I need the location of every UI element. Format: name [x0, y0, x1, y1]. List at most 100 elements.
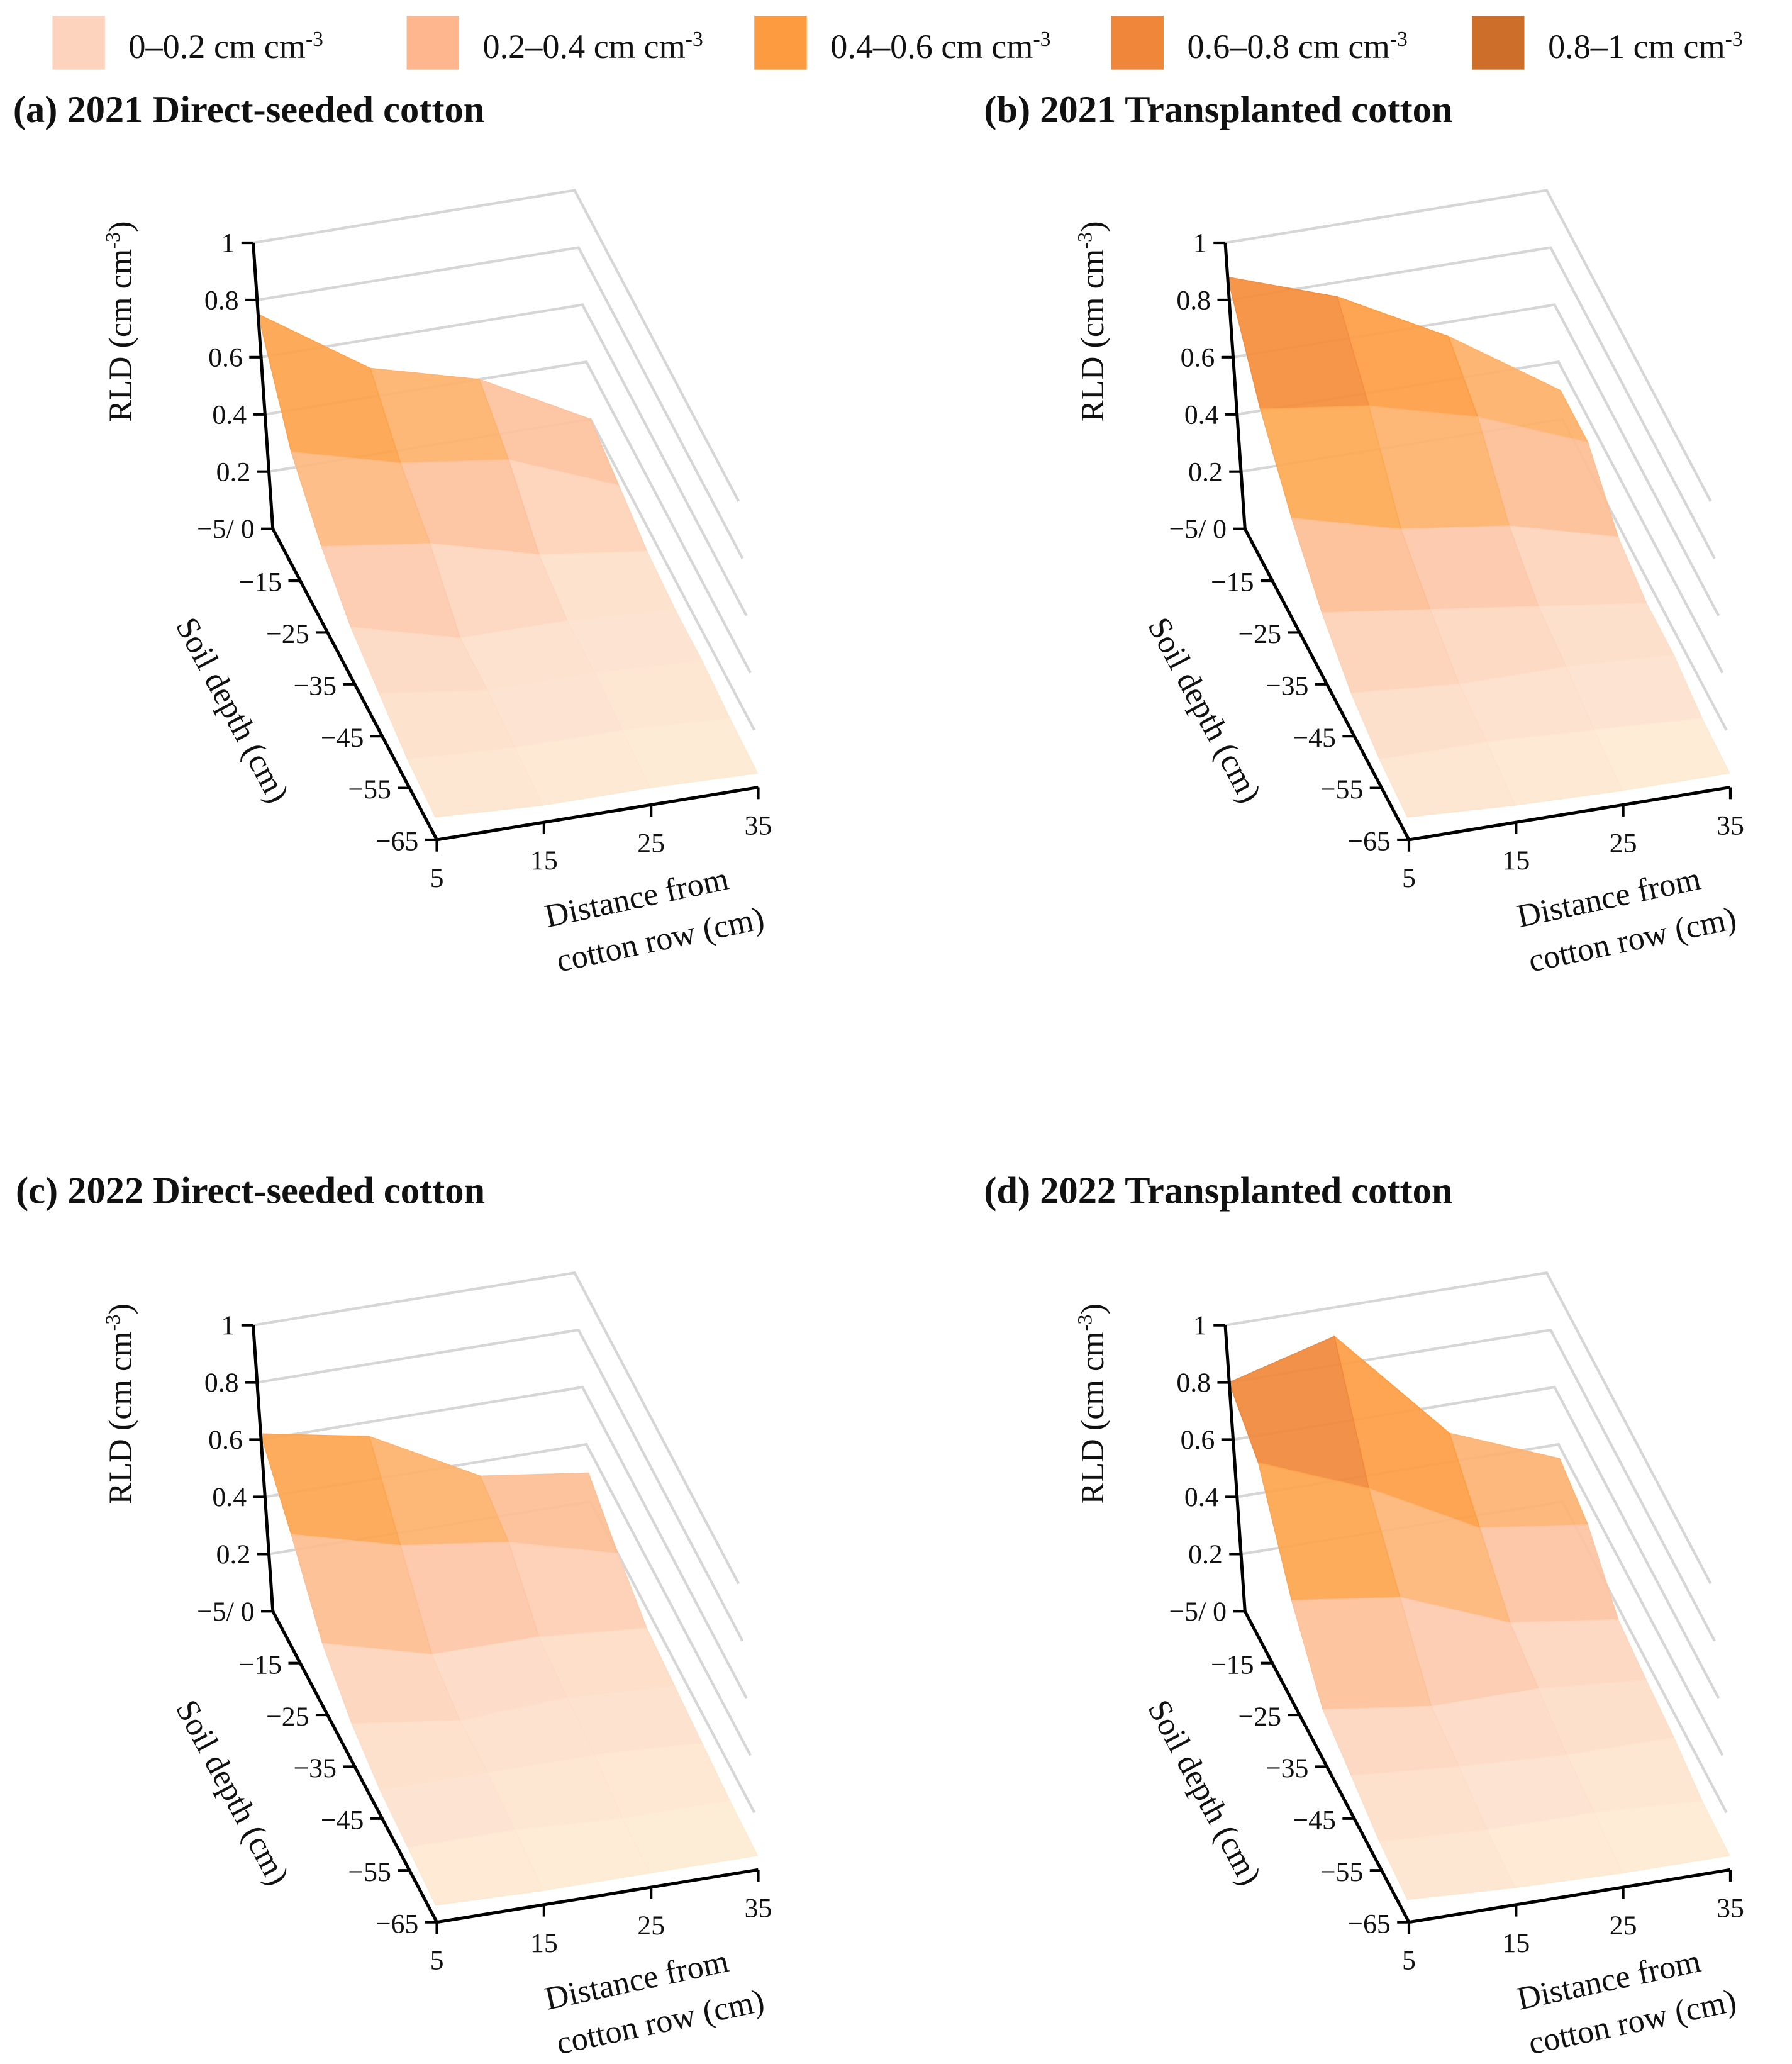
- distance-tick-label: 25: [1610, 1911, 1637, 1941]
- distance-tick-label: 35: [1717, 1893, 1744, 1923]
- gridline: [1228, 246, 1716, 559]
- z-tick-label: 0.8: [204, 1368, 239, 1398]
- depth-tick-label: −45: [321, 723, 364, 753]
- z-tick-label: −5/ 0: [1169, 1597, 1227, 1627]
- distance-axis: [1408, 786, 1731, 842]
- distance-tick-label: 5: [1402, 1946, 1416, 1976]
- chart-title: (c) 2022 Direct-seeded cotton: [16, 1170, 485, 1212]
- legend-item: 0.4–0.6 cm cm-3: [754, 16, 1050, 70]
- z-axis: [252, 1325, 275, 1612]
- z-tick-label: 0.2: [1188, 457, 1223, 487]
- distance-axis: [437, 786, 759, 842]
- z-tick-label: 0.6: [208, 342, 243, 372]
- gridline: [1225, 189, 1712, 502]
- z-tick-label: 0.2: [1188, 1539, 1223, 1570]
- legend-label: 0.4–0.6 cm cm-3: [830, 28, 1050, 65]
- depth-tick-label: −55: [348, 1857, 391, 1887]
- surface-patch: [1379, 1829, 1516, 1900]
- distance-tick-label: 15: [530, 845, 558, 876]
- depth-tick-label: −15: [1211, 567, 1254, 598]
- z-tick-label: 0.2: [216, 1539, 251, 1570]
- depth-tick-label: −25: [266, 619, 309, 649]
- depth-tick-label: −65: [1347, 1909, 1390, 1939]
- gridline: [260, 1385, 748, 1699]
- depth-tick-label: −45: [1293, 1805, 1335, 1836]
- depth-tick-label: −15: [239, 567, 282, 598]
- depth-tick-label: −55: [348, 774, 391, 805]
- z-tick-label: 0.6: [208, 1425, 243, 1455]
- z-tick-label: −5/ 0: [1169, 514, 1227, 544]
- z-tick-label: 0.8: [1176, 1368, 1211, 1398]
- z-tick-label: −5/ 0: [197, 1597, 255, 1627]
- distance-tick-label: 5: [430, 1946, 444, 1976]
- surface-patch: [407, 1829, 544, 1906]
- gridline: [257, 1328, 744, 1642]
- z-axis-label: RLD (cm cm-3): [101, 221, 139, 421]
- z-tick-label: 1: [1193, 228, 1207, 259]
- z-tick-label: 0.4: [1184, 1482, 1219, 1512]
- z-axis-label: RLD (cm cm-3): [1073, 221, 1111, 421]
- distance-tick-label: 25: [1610, 828, 1637, 858]
- surface-patch: [1227, 276, 1370, 410]
- legend-swatch: [406, 16, 459, 70]
- gridline: [260, 303, 748, 616]
- distance-tick-label: 15: [1502, 1928, 1530, 1958]
- distance-tick-label: 15: [530, 1928, 558, 1958]
- legend-label: 0.8–1 cm cm-3: [1548, 28, 1743, 65]
- depth-tick-label: −65: [376, 1909, 418, 1939]
- z-tick-label: 0.8: [1176, 286, 1211, 316]
- depth-tick-label: −55: [1320, 1857, 1363, 1887]
- surface-patch: [406, 747, 544, 818]
- chart-title: (a) 2021 Direct-seeded cotton: [13, 89, 484, 131]
- z-axis-label: RLD (cm cm-3): [1073, 1303, 1111, 1504]
- legend-swatch: [52, 16, 105, 70]
- chart-panel: (a) 2021 Direct-seeded cotton −5/ 0 0.2 0.4…: [13, 89, 772, 979]
- z-tick-label: 1: [1193, 1310, 1207, 1341]
- z-axis: [1223, 242, 1247, 529]
- z-tick-label: 0.6: [1181, 342, 1215, 372]
- z-tick-label: 0.4: [212, 399, 247, 430]
- z-axis-label: RLD (cm cm-3): [101, 1303, 139, 1504]
- z-tick-label: 1: [221, 228, 235, 259]
- z-tick-label: 0.8: [204, 286, 239, 316]
- gridline: [257, 246, 744, 559]
- depth-tick-label: −25: [1238, 619, 1281, 649]
- z-tick-label: 0.6: [1181, 1425, 1215, 1455]
- legend-item: 0.8–1 cm cm-3: [1472, 16, 1743, 70]
- chart-title: (d) 2022 Transplanted cotton: [984, 1170, 1452, 1212]
- depth-tick-label: −65: [1347, 827, 1390, 857]
- z-tick-label: 0.2: [216, 457, 251, 487]
- chart-panel: (c) 2022 Direct-seeded cotton −5/ 0 0.2 0.4…: [16, 1170, 772, 2062]
- chart-title: (b) 2021 Transplanted cotton: [984, 89, 1452, 131]
- depth-tick-label: −15: [1211, 1649, 1254, 1680]
- legend: 0–0.2 cm cm-3 0.2–0.4 cm cm-3 0.4–0.6 cm c…: [52, 16, 1743, 70]
- z-tick-label: 0.4: [1184, 399, 1219, 430]
- legend-swatch: [1111, 16, 1164, 70]
- distance-axis: [437, 1868, 759, 1924]
- depth-tick-label: −25: [266, 1702, 309, 1732]
- legend-item: 0–0.2 cm cm-3: [52, 16, 323, 70]
- chart-panel: (d) 2022 Transplanted cotton −5/ 0 0.2 0.4 0…: [984, 1170, 1744, 2062]
- depth-tick-label: −35: [1266, 1753, 1308, 1783]
- distance-tick-label: 35: [745, 1893, 772, 1923]
- distance-tick-label: 5: [430, 863, 444, 893]
- depth-tick-label: −35: [293, 671, 336, 701]
- legend-item: 0.6–0.8 cm cm-3: [1111, 16, 1408, 70]
- depth-tick-label: −45: [321, 1805, 364, 1836]
- chart-panel: (b) 2021 Transplanted cotton −5/ 0 0.2 0.4 0…: [984, 89, 1744, 979]
- distance-tick-label: 25: [637, 1911, 665, 1941]
- z-axis: [1223, 1325, 1247, 1612]
- gridline: [253, 189, 740, 502]
- z-tick-label: 0.4: [212, 1482, 247, 1512]
- gridline: [1225, 1271, 1712, 1585]
- legend-swatch: [1472, 16, 1525, 70]
- depth-tick-label: −35: [1266, 671, 1308, 701]
- depth-tick-label: −55: [1320, 774, 1363, 805]
- legend-label: 0.2–0.4 cm cm-3: [483, 28, 703, 65]
- z-tick-label: −5/ 0: [197, 514, 255, 544]
- distance-tick-label: 15: [1502, 845, 1530, 876]
- depth-tick-label: −45: [1293, 723, 1335, 753]
- gridline: [253, 1271, 740, 1585]
- legend-item: 0.2–0.4 cm cm-3: [406, 16, 703, 70]
